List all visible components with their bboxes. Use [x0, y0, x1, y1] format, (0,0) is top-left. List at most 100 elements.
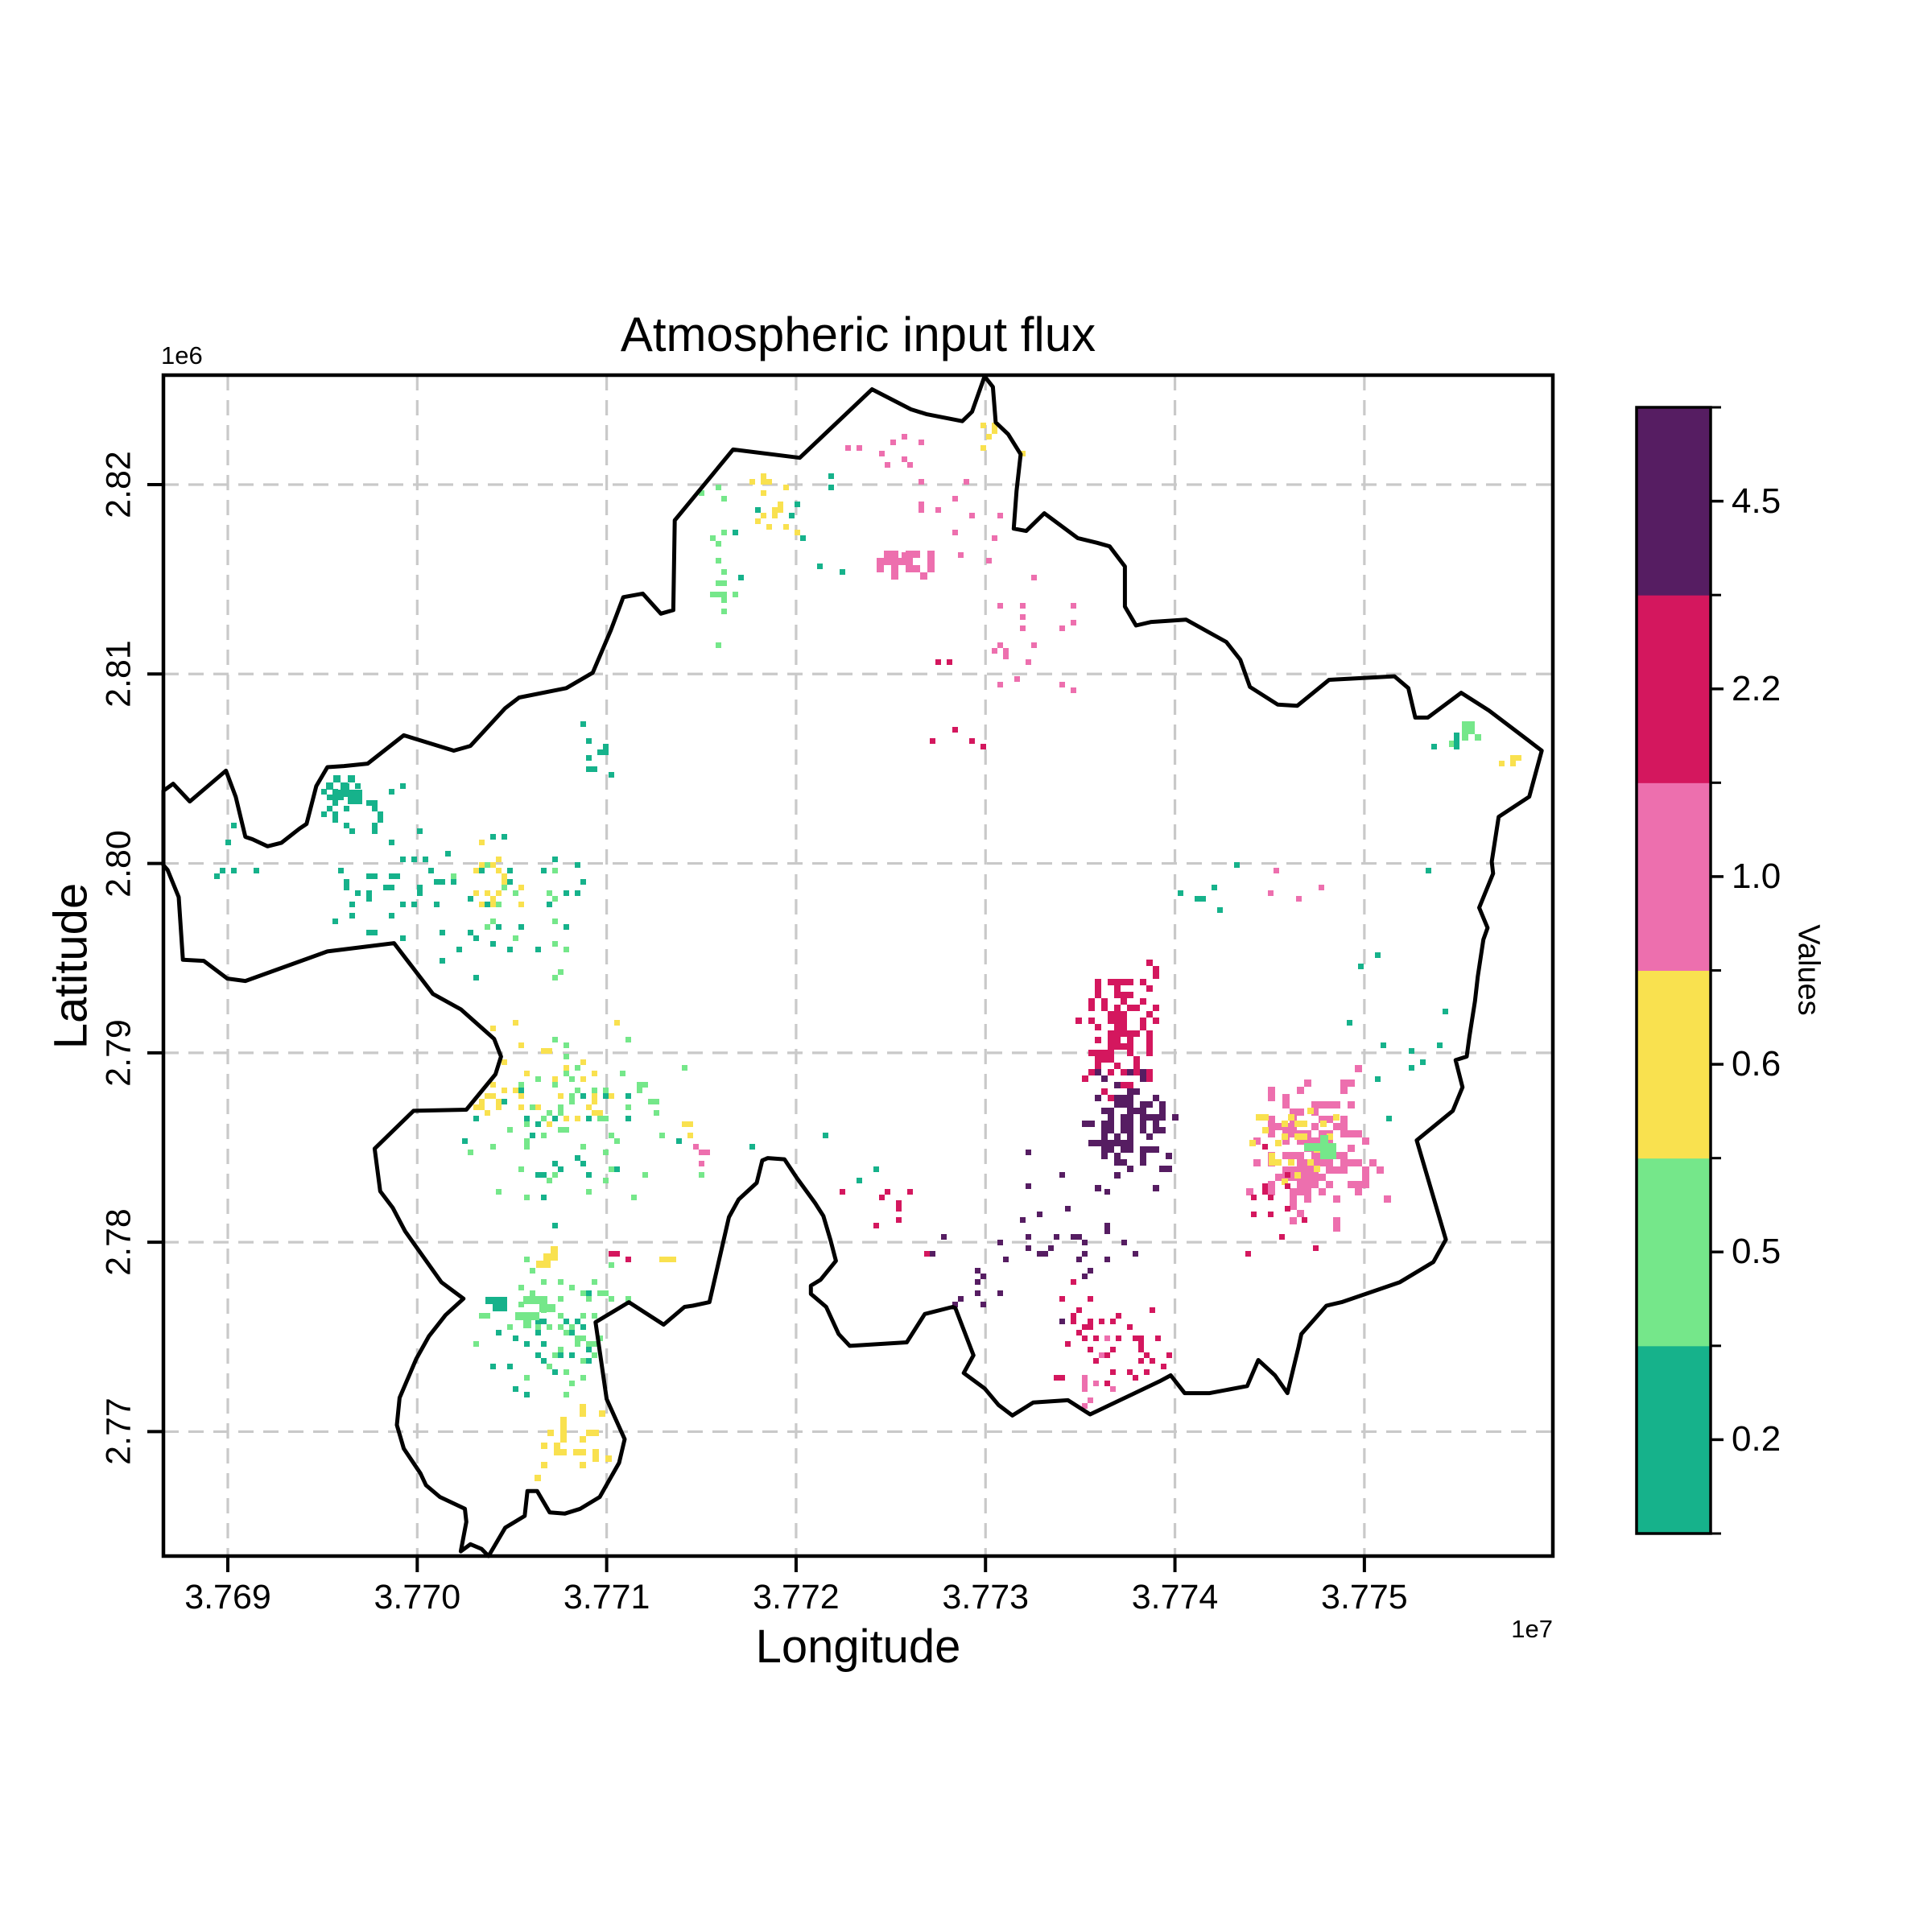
- raster-cell-yellow: [687, 1121, 693, 1127]
- raster-cell-teal: [400, 902, 406, 907]
- raster-cell-crimson: [1110, 1369, 1116, 1375]
- raster-cell-purple: [958, 1296, 964, 1302]
- raster-cell-yellow: [687, 1133, 693, 1138]
- raster-cell-purple: [1121, 1240, 1127, 1245]
- raster-cell-pink: [1071, 687, 1076, 693]
- raster-cell-teal: [795, 502, 800, 507]
- raster-cell-yellow: [536, 1261, 543, 1268]
- raster-cell-green: [721, 609, 727, 614]
- raster-cell-teal: [507, 879, 513, 885]
- raster-cell-pink: [898, 558, 906, 565]
- raster-cell-pink: [1384, 1195, 1391, 1203]
- raster-cell-pink: [1282, 1101, 1290, 1108]
- raster-cell-teal: [394, 873, 400, 879]
- raster-cell-teal: [468, 896, 473, 902]
- raster-cell-pink: [884, 558, 891, 565]
- raster-cell-crimson: [1121, 1043, 1127, 1050]
- raster-cell-teal: [1443, 1009, 1448, 1014]
- raster-cell-teal: [502, 1099, 507, 1104]
- raster-cell-crimson: [1121, 1024, 1127, 1030]
- x-tick-label: 3.774: [1131, 1578, 1219, 1616]
- raster-cell-crimson: [1082, 1335, 1088, 1341]
- raster-cell-purple: [930, 1251, 935, 1257]
- raster-cell-green: [524, 1195, 530, 1200]
- raster-cell-yellow: [490, 1093, 496, 1099]
- raster-cell-crimson: [1127, 1043, 1133, 1050]
- raster-cell-teal: [355, 890, 361, 896]
- raster-cell-pink: [1297, 1137, 1304, 1145]
- raster-cell-pink: [919, 502, 924, 507]
- raster-cell-crimson: [1138, 1347, 1144, 1352]
- raster-cell-crimson: [907, 1189, 913, 1195]
- raster-cell-yellow: [479, 840, 485, 845]
- raster-cell-teal: [366, 800, 372, 806]
- raster-cell-pink: [969, 513, 975, 518]
- colorbar-tick-label: 0.2: [1732, 1419, 1781, 1459]
- raster-cell-pink: [1311, 1174, 1319, 1181]
- raster-cell-yellow: [560, 1436, 567, 1443]
- raster-cell-green: [524, 1144, 530, 1150]
- raster-cell-teal: [411, 902, 417, 907]
- raster-cell-green: [592, 1088, 597, 1093]
- raster-cell-pink: [1326, 1137, 1333, 1145]
- raster-cell-purple: [1140, 1127, 1146, 1133]
- raster-cell-pink: [1319, 1159, 1326, 1166]
- raster-cell-teal: [372, 930, 378, 935]
- raster-cell-pink: [902, 434, 907, 440]
- raster-cell-green: [580, 1375, 586, 1381]
- raster-cell-green: [1475, 734, 1481, 741]
- raster-cell-crimson: [1114, 1005, 1121, 1011]
- raster-cell-pink: [1333, 1217, 1340, 1224]
- raster-cell-yellow: [1288, 1114, 1294, 1121]
- raster-cell-pink: [1031, 575, 1037, 580]
- raster-cell-crimson: [1075, 1018, 1082, 1024]
- raster-cell-crimson: [1138, 1335, 1144, 1341]
- raster-cell-green: [569, 1381, 575, 1386]
- raster-cell-yellow: [580, 1436, 586, 1443]
- raster-cell-yellow: [592, 1430, 599, 1436]
- raster-cell-crimson: [879, 1195, 885, 1200]
- raster-cell-green: [502, 885, 507, 890]
- raster-cell-yellow: [490, 1082, 496, 1088]
- raster-cell-teal: [603, 749, 609, 755]
- raster-cell-pink: [1333, 1195, 1340, 1203]
- raster-cell-teal: [383, 885, 389, 890]
- raster-cell-purple: [1088, 1140, 1095, 1146]
- raster-cell-green: [558, 1324, 564, 1330]
- raster-cell-pink: [1275, 1174, 1282, 1181]
- raster-cell-pink: [891, 558, 898, 565]
- raster-cell-yellow: [614, 1020, 620, 1026]
- x-tick-label: 3.769: [184, 1578, 271, 1616]
- raster-cell-teal: [597, 749, 603, 755]
- raster-cell-purple: [1108, 1140, 1114, 1146]
- raster-cell-teal: [1178, 890, 1183, 896]
- raster-cell-purple: [1127, 1101, 1133, 1108]
- raster-cell-crimson: [1133, 1030, 1140, 1037]
- raster-cell-teal: [609, 772, 614, 778]
- raster-cell-green: [552, 1037, 558, 1042]
- raster-cell-pink: [1348, 1101, 1355, 1108]
- raster-cell-pink: [1355, 1188, 1362, 1195]
- raster-cell-teal: [341, 790, 348, 797]
- raster-cell-pink: [1348, 1130, 1355, 1137]
- raster-cell-green: [518, 1166, 524, 1172]
- raster-cell-pink: [1340, 1166, 1348, 1174]
- raster-cell-crimson: [1153, 972, 1159, 979]
- raster-cell-teal: [332, 811, 338, 817]
- raster-cell-green: [1462, 721, 1468, 728]
- raster-cell-teal: [828, 473, 834, 479]
- raster-cell-teal: [473, 975, 479, 980]
- raster-cell-pink: [902, 552, 907, 558]
- raster-cell-yellow: [479, 862, 485, 868]
- raster-cell-purple: [1076, 1257, 1082, 1262]
- raster-cell-crimson: [1108, 1069, 1114, 1075]
- raster-cell-purple: [1108, 1114, 1114, 1121]
- raster-cell-pink: [1274, 868, 1279, 873]
- raster-cell-yellow: [564, 1116, 569, 1121]
- raster-cell-pink: [1319, 885, 1324, 890]
- raster-cell-yellow: [473, 1104, 479, 1110]
- raster-cell-crimson: [1095, 1063, 1101, 1069]
- raster-cell-teal: [547, 902, 552, 907]
- raster-cell-purple: [1140, 1069, 1146, 1075]
- raster-cell-yellow: [1499, 761, 1505, 766]
